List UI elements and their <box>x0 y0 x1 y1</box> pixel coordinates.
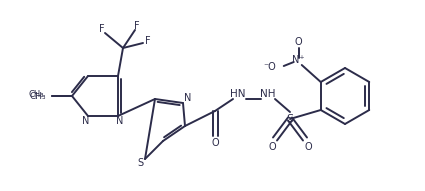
Text: O: O <box>304 142 312 152</box>
Text: N: N <box>116 116 124 126</box>
Text: O: O <box>211 138 219 148</box>
Text: ⁻O: ⁻O <box>263 62 276 72</box>
Text: N: N <box>184 93 192 103</box>
Text: N: N <box>82 116 90 126</box>
Text: N⁺: N⁺ <box>292 55 305 65</box>
Text: F: F <box>99 24 105 34</box>
Text: NH: NH <box>260 89 276 99</box>
Text: CH₃: CH₃ <box>29 91 46 100</box>
Text: O: O <box>268 142 276 152</box>
Text: S: S <box>286 114 294 124</box>
Text: O: O <box>295 37 303 47</box>
Text: F: F <box>145 36 151 46</box>
Text: CH₃: CH₃ <box>28 90 44 99</box>
Text: S: S <box>137 158 143 168</box>
Text: F: F <box>134 21 140 31</box>
Text: HN: HN <box>230 89 246 99</box>
